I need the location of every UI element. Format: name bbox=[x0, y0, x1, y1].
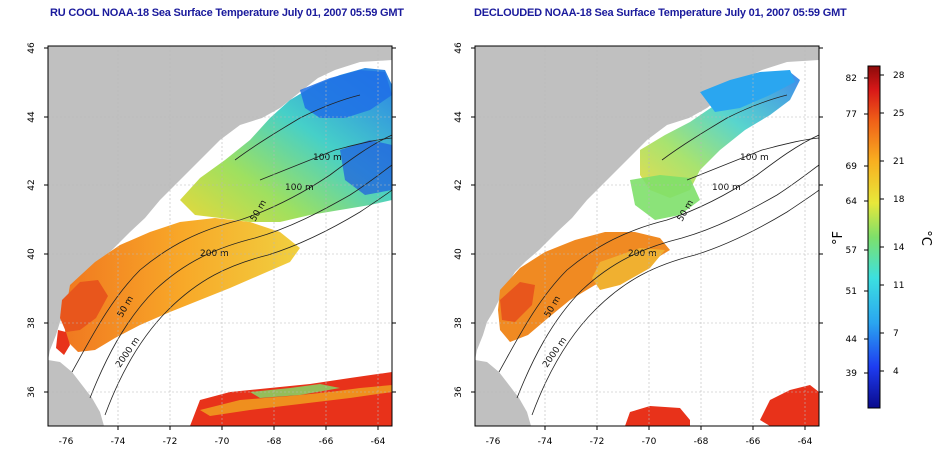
celsius-tick-label: 28 bbox=[893, 71, 905, 81]
fahrenheit-tick-label: 77 bbox=[846, 110, 857, 120]
fahrenheit-tick-label: 57 bbox=[846, 246, 857, 256]
lat-axis-labels: 46 44 42 40 38 36 bbox=[27, 42, 37, 398]
lon-tick-label: -74 bbox=[111, 437, 126, 447]
lat-tick-label: 42 bbox=[27, 179, 37, 190]
lat-tick-label: 46 bbox=[454, 42, 464, 54]
fahrenheit-tick-label: 64 bbox=[846, 197, 858, 207]
gulf-stream-patch bbox=[625, 406, 690, 426]
contour-label: 100 m bbox=[313, 153, 342, 163]
celsius-tick-label: 7 bbox=[893, 329, 899, 339]
fahrenheit-tick-label: 69 bbox=[846, 162, 858, 172]
right-map-panel: 100 m 100 m 50 m 200 m 50 m 2000 m bbox=[454, 42, 823, 447]
celsius-ticks: 28 25 21 18 14 11 7 4 bbox=[893, 71, 905, 377]
land-mass bbox=[475, 46, 819, 360]
contour-label: 100 m bbox=[712, 183, 741, 193]
fahrenheit-tick-label: 39 bbox=[846, 369, 858, 379]
graticule bbox=[48, 46, 392, 426]
lat-axis-labels: 46 44 42 40 38 36 bbox=[454, 42, 464, 398]
contour-label: 100 m bbox=[285, 183, 314, 193]
celsius-tick-label: 14 bbox=[893, 243, 905, 253]
lat-tick-label: 36 bbox=[27, 386, 37, 398]
lon-tick-label: -64 bbox=[371, 437, 386, 447]
celsius-tick-label: 25 bbox=[893, 109, 904, 119]
fahrenheit-tick-label: 51 bbox=[846, 287, 857, 297]
celsius-tick-label: 11 bbox=[893, 281, 904, 291]
lat-tick-label: 44 bbox=[27, 111, 37, 123]
lon-tick-label: -76 bbox=[59, 437, 74, 447]
lat-tick-label: 38 bbox=[454, 317, 464, 329]
sst-warm-region bbox=[64, 218, 300, 352]
lon-axis-labels: -76 -74 -72 -70 -68 -66 -64 bbox=[486, 437, 813, 447]
fahrenheit-ticks: 82 77 69 64 57 51 44 39 bbox=[846, 74, 858, 379]
isobath-contours bbox=[498, 94, 819, 416]
lat-tick-label: 40 bbox=[27, 248, 37, 260]
lat-tick-label: 38 bbox=[27, 317, 37, 329]
isobath-contours bbox=[71, 94, 392, 416]
contour-label: 200 m bbox=[200, 249, 229, 259]
lon-tick-label: -68 bbox=[694, 437, 709, 447]
graticule bbox=[475, 46, 819, 426]
lat-tick-label: 46 bbox=[27, 42, 37, 54]
right-panel-title: DECLOUDED NOAA-18 Sea Surface Temperatur… bbox=[474, 7, 847, 19]
temperature-colorbar: 82 77 69 64 57 51 44 39 28 25 21 18 14 1… bbox=[831, 65, 933, 409]
lon-tick-label: -70 bbox=[215, 437, 230, 447]
fahrenheit-tick-label: 44 bbox=[846, 335, 858, 345]
lon-tick-label: -72 bbox=[590, 437, 605, 447]
lon-tick-label: -74 bbox=[538, 437, 553, 447]
lon-tick-label: -64 bbox=[798, 437, 813, 447]
fahrenheit-unit-label: °F bbox=[831, 231, 846, 245]
lon-tick-label: -68 bbox=[267, 437, 282, 447]
lon-tick-label: -76 bbox=[486, 437, 501, 447]
lat-tick-label: 44 bbox=[454, 111, 464, 123]
left-panel-title: RU COOL NOAA-18 Sea Surface Temperature … bbox=[50, 7, 404, 19]
contour-label: 200 m bbox=[628, 249, 657, 259]
fahrenheit-tick-label: 82 bbox=[846, 74, 857, 84]
left-map-panel: 100 m 100 m 50 m 200 m 50 m 2000 m bbox=[27, 42, 396, 447]
lon-tick-label: -66 bbox=[319, 437, 334, 447]
celsius-tick-label: 18 bbox=[893, 195, 905, 205]
lon-axis-labels: -76 -74 -72 -70 -68 -66 -64 bbox=[59, 437, 386, 447]
lat-tick-label: 36 bbox=[454, 386, 464, 398]
celsius-unit-label: °C bbox=[918, 230, 933, 246]
contour-label: 100 m bbox=[740, 153, 769, 163]
lat-tick-label: 42 bbox=[454, 179, 464, 190]
lon-tick-label: -66 bbox=[746, 437, 761, 447]
land-mass bbox=[48, 46, 392, 360]
lon-tick-label: -70 bbox=[642, 437, 657, 447]
celsius-tick-label: 4 bbox=[893, 367, 899, 377]
lon-tick-label: -72 bbox=[163, 437, 178, 447]
celsius-tick-label: 21 bbox=[893, 157, 904, 167]
lat-tick-label: 40 bbox=[454, 248, 464, 260]
